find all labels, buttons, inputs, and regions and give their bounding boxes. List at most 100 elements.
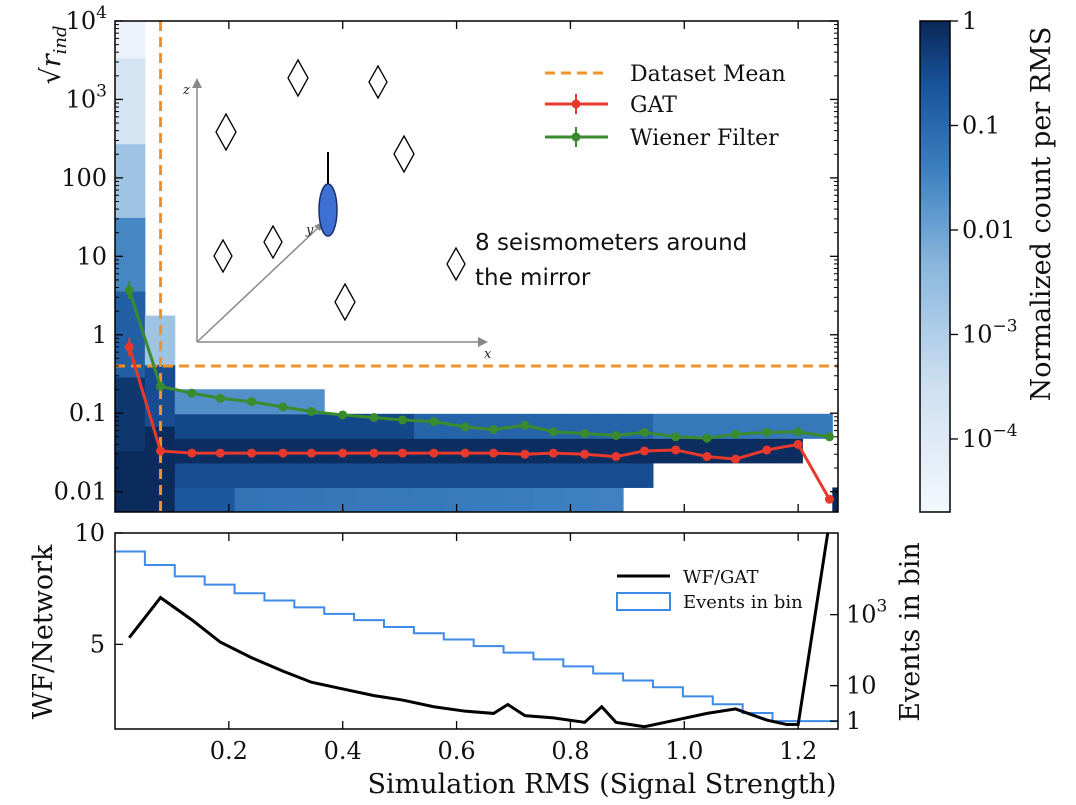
heatmap-cell: [174, 413, 206, 427]
heatmap-cell: [593, 475, 624, 488]
heatmap-cell: [234, 438, 265, 452]
heatmap-cell: [503, 499, 534, 512]
heatmap-cell: [115, 413, 146, 427]
heatmap-cell: [234, 413, 265, 427]
gat-point: [429, 448, 439, 458]
heatmap-cell: [294, 426, 325, 439]
heatmap-cell: [443, 462, 475, 476]
y-tick-label: 0.01: [54, 478, 107, 506]
heatmap-cell: [593, 462, 624, 476]
heatmap-cell: [115, 82, 146, 96]
heatmap-cell: [623, 438, 654, 452]
heatmap-cell: [503, 438, 534, 452]
wiener-point: [215, 393, 225, 403]
gat-point: [338, 448, 348, 458]
seismometer-icon: [368, 64, 388, 100]
heatmap-cell: [264, 462, 295, 476]
top-y-label-sub: ind: [50, 26, 71, 55]
heatmap-cell: [413, 499, 445, 512]
heatmap-cell: [413, 462, 445, 476]
heatmap-cell: [563, 462, 594, 476]
heatmap-cell: [623, 462, 654, 476]
heatmap-cell: [115, 57, 146, 71]
y-tick-label: 0.1: [69, 399, 107, 427]
heatmap-cell: [473, 475, 505, 488]
bottom-legend: WF/GAT Events in bin: [616, 567, 803, 613]
heatmap-cell: [623, 413, 654, 427]
legend-label-gat: GAT: [630, 93, 677, 118]
gat-point: [489, 448, 499, 458]
heatmap-cell: [115, 475, 146, 488]
heatmap-cell: [473, 487, 505, 501]
y-tick-label: 104: [66, 3, 107, 35]
inset-y-label: y: [305, 223, 314, 238]
heatmap-cell: [115, 401, 146, 415]
heatmap-cell: [772, 450, 803, 464]
heatmap-cell: [234, 462, 265, 476]
y-tick-label: 10: [76, 242, 107, 270]
x-tick-label: 1.0: [665, 737, 703, 765]
heatmap-cell: [144, 315, 176, 329]
heatmap-cell: [593, 499, 624, 512]
heatmap-cell: [533, 475, 564, 488]
colorbar-tick-label: 0.1: [962, 111, 1000, 139]
wiener-point: [278, 402, 288, 412]
heatmap-cell: [533, 438, 564, 452]
bottom-y-label-left: WF/Network: [28, 544, 59, 719]
heatmap-cell: [563, 438, 594, 452]
heatmap-cell: [294, 462, 325, 476]
legend-label-wf-gat: WF/GAT: [683, 567, 758, 588]
wiener-point: [762, 427, 772, 437]
top-x-ticks: [228, 21, 799, 512]
heatmap-cell: [115, 168, 146, 182]
bottom-x-label: Simulation RMS (Signal Strength): [368, 769, 837, 800]
top-y-ticks: 104 103 100 10 1 0.1 0.01: [54, 3, 838, 506]
colorbar-gradient: [919, 20, 951, 513]
inset-x-label: x: [484, 347, 492, 362]
gat-point: [639, 446, 649, 456]
heatmap-cell: [174, 475, 206, 488]
heatmap-cell: [234, 499, 265, 512]
top-plot-frame: [114, 20, 839, 513]
top-legend: Dataset Mean GAT Wiener Filter: [545, 62, 786, 151]
heatmap-cell: [115, 487, 146, 501]
heatmap-cell: [115, 119, 146, 132]
heatmap-cell: [234, 389, 265, 403]
heatmap-cell: [115, 106, 146, 120]
heatmap-cell: [324, 413, 355, 427]
heatmap-cell: [533, 487, 564, 501]
heatmap-cell: [593, 487, 624, 501]
heatmap-cell: [443, 438, 475, 452]
heatmap-cell: [294, 499, 325, 512]
wiener-point: [731, 429, 741, 439]
heatmap: [115, 21, 838, 512]
gat-point: [611, 452, 621, 462]
top-series: [115, 21, 838, 512]
legend-marker-wiener: [571, 132, 581, 142]
heatmap-cell: [832, 499, 838, 512]
heatmap-cell: [115, 205, 146, 218]
heatmap-cell: [204, 499, 236, 512]
heatmap-cell: [503, 475, 534, 488]
heatmap-cell: [115, 131, 146, 145]
heatmap-cell: [234, 426, 265, 439]
heatmap-cell: [144, 475, 176, 488]
heatmap-cell: [234, 487, 265, 501]
wiener-point: [369, 413, 379, 423]
gat-point: [548, 448, 558, 458]
heatmap-cell: [324, 499, 355, 512]
heatmap-cell: [204, 462, 236, 476]
heatmap-cell: [264, 413, 295, 427]
heatmap-cell: [383, 475, 415, 488]
wiener-point: [460, 422, 470, 432]
seismometer-icon: [446, 246, 466, 282]
right-y-tick-label: 1: [846, 707, 861, 735]
wiener-point: [611, 430, 621, 440]
heatmap-cell: [354, 475, 385, 488]
legend-swatch-events: [616, 592, 671, 611]
heatmap-cell: [473, 499, 505, 512]
heatmap-cell: [264, 499, 295, 512]
gat-point: [762, 445, 772, 455]
heatmap-cell: [383, 487, 415, 501]
heatmap-cell: [623, 475, 654, 488]
